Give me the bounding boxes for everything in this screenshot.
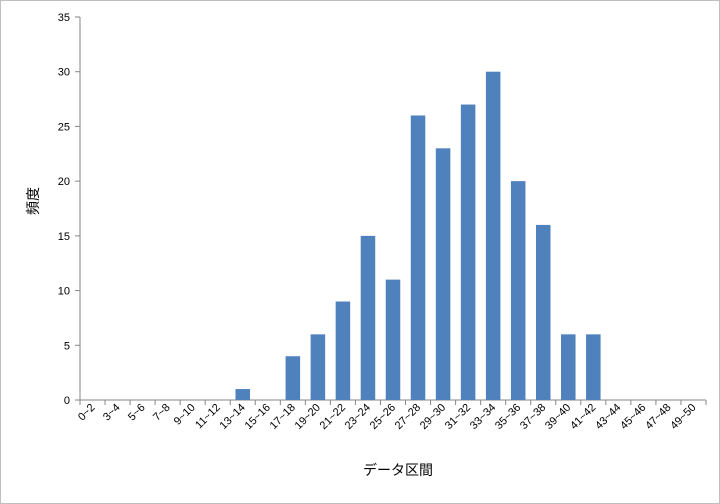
bar <box>360 235 376 400</box>
bar <box>561 334 576 400</box>
x-tick-label: 13~14 <box>218 402 248 432</box>
y-tick-label: 5 <box>64 340 70 352</box>
bar <box>410 115 426 400</box>
x-tick-label: 29~30 <box>418 402 448 432</box>
x-tick-label: 49~50 <box>668 402 698 432</box>
x-tick-label: 37~38 <box>518 402 548 432</box>
x-tick-label: 19~20 <box>293 402 323 432</box>
x-tick-label: 5~6 <box>126 402 148 424</box>
x-tick-label: 0~2 <box>76 402 98 424</box>
x-tick-label: 17~18 <box>268 402 298 432</box>
y-tick-label: 30 <box>58 67 70 79</box>
bar <box>335 301 351 400</box>
bar <box>485 71 501 400</box>
x-tick-label: 3~4 <box>101 402 123 424</box>
bar <box>535 224 551 400</box>
x-tick-label: 27~28 <box>393 402 423 432</box>
x-tick-label: 35~36 <box>493 402 523 432</box>
bar <box>510 181 526 400</box>
bar <box>310 334 326 400</box>
y-tick-label: 15 <box>58 231 70 243</box>
y-tick-label: 10 <box>58 286 70 298</box>
y-axis-ticks: 0 5 10 15 20 25 30 35 <box>58 12 80 407</box>
x-tick-label: 45~46 <box>618 402 648 432</box>
x-axis-ticks: 0~2 3~4 5~6 7~8 9~1011~1213~1415~1617~1819~2… <box>76 400 707 432</box>
x-tick-label: 11~12 <box>193 402 223 432</box>
x-tick-label: 23~24 <box>343 402 373 432</box>
x-tick-label: 15~16 <box>243 402 273 432</box>
y-tick-label: 20 <box>58 176 70 188</box>
x-tick-label: 41~42 <box>568 402 598 432</box>
x-tick-label: 21~22 <box>318 402 348 432</box>
x-tick-label: 39~40 <box>543 402 573 432</box>
bar <box>235 389 251 400</box>
x-tick-label: 43~44 <box>593 402 623 432</box>
y-tick-label: 0 <box>64 395 70 407</box>
bar <box>586 334 601 400</box>
x-tick-label: 31~32 <box>443 402 473 432</box>
y-tick-label: 25 <box>58 121 70 133</box>
bar <box>385 279 401 400</box>
bar <box>285 356 301 400</box>
x-tick-label: 47~48 <box>643 402 673 432</box>
bars <box>235 71 601 401</box>
bar <box>460 104 476 401</box>
x-tick-label: 7~8 <box>151 402 173 424</box>
x-axis-title: データ区間 <box>363 462 433 479</box>
x-tick-label: 25~26 <box>368 402 398 432</box>
bar <box>435 148 451 400</box>
y-tick-label: 35 <box>58 12 70 24</box>
y-axis-title: 頻度 <box>26 187 42 215</box>
x-tick-label: 33~34 <box>468 402 498 432</box>
